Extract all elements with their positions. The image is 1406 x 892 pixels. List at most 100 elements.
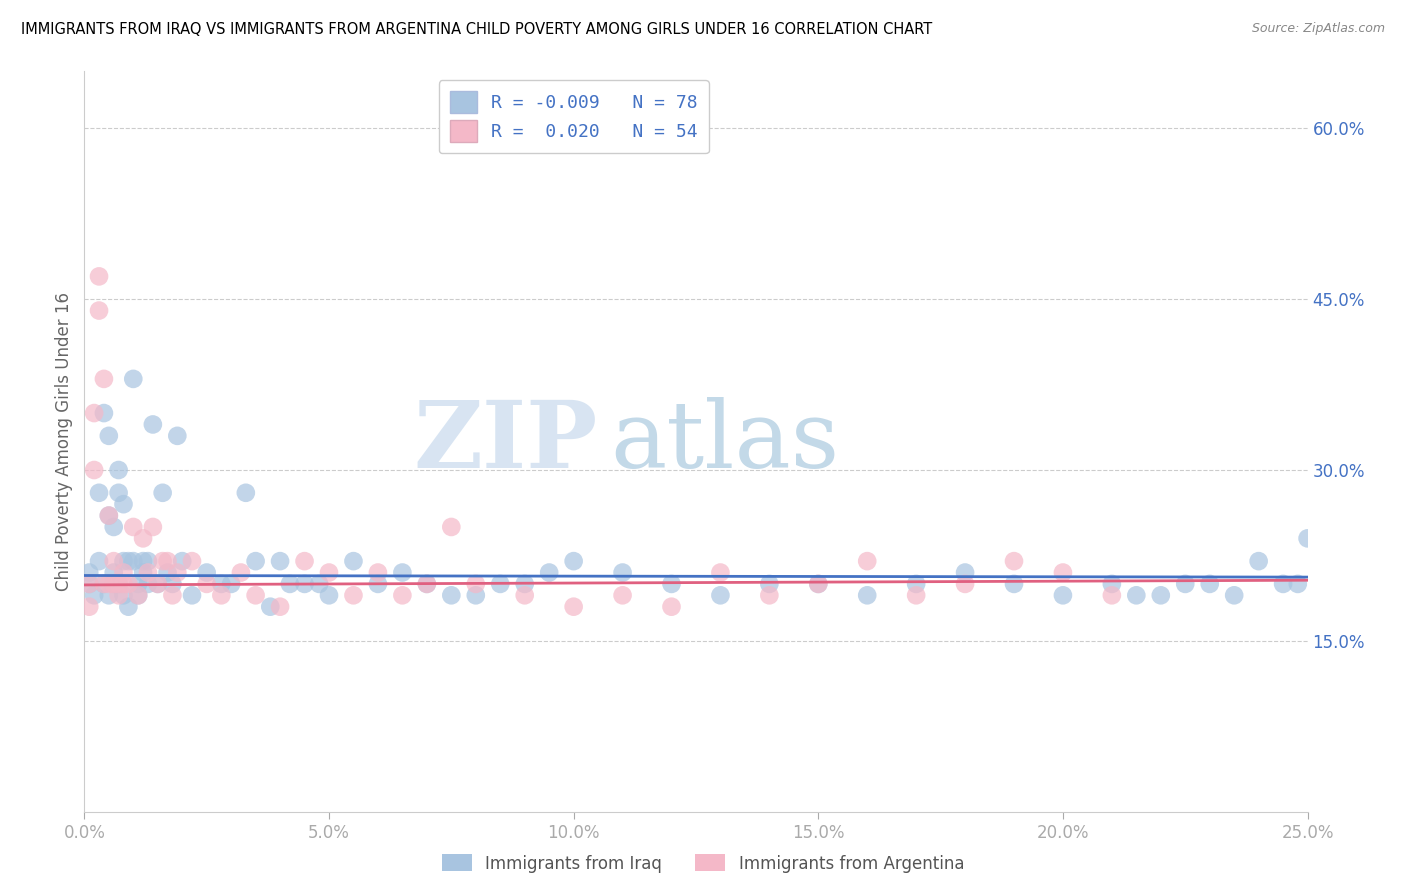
- Point: [391, 588, 413, 602]
- Legend: Immigrants from Iraq, Immigrants from Argentina: Immigrants from Iraq, Immigrants from Ar…: [434, 847, 972, 880]
- Point: [93, 406, 115, 420]
- Point: [235, 485, 257, 500]
- Point: [259, 599, 281, 614]
- Point: [132, 532, 155, 546]
- Point: [103, 577, 125, 591]
- Point: [294, 554, 316, 568]
- Point: [97, 508, 120, 523]
- Point: [142, 417, 165, 432]
- Point: [245, 554, 267, 568]
- Point: [136, 554, 159, 568]
- Point: [245, 588, 267, 602]
- Point: [1002, 554, 1025, 568]
- Point: [953, 577, 976, 591]
- Point: [172, 554, 194, 568]
- Point: [87, 303, 110, 318]
- Point: [342, 554, 364, 568]
- Point: [122, 520, 145, 534]
- Point: [122, 554, 145, 568]
- Point: [142, 520, 165, 534]
- Point: [107, 485, 129, 500]
- Point: [856, 554, 879, 568]
- Point: [807, 577, 830, 591]
- Point: [1150, 588, 1173, 602]
- Point: [1101, 588, 1123, 602]
- Point: [612, 588, 634, 602]
- Legend: R = -0.009   N = 78, R =  0.020   N = 54: R = -0.009 N = 78, R = 0.020 N = 54: [439, 80, 709, 153]
- Point: [1101, 577, 1123, 591]
- Point: [136, 566, 159, 580]
- Point: [146, 577, 169, 591]
- Point: [77, 566, 100, 580]
- Point: [391, 566, 413, 580]
- Point: [136, 577, 159, 591]
- Text: atlas: atlas: [610, 397, 839, 486]
- Point: [107, 588, 129, 602]
- Point: [103, 566, 125, 580]
- Point: [93, 577, 115, 591]
- Point: [127, 588, 149, 602]
- Point: [758, 588, 780, 602]
- Point: [112, 497, 135, 511]
- Point: [905, 588, 928, 602]
- Point: [112, 588, 135, 602]
- Point: [83, 406, 105, 420]
- Y-axis label: Child Poverty Among Girls Under 16: Child Poverty Among Girls Under 16: [55, 292, 73, 591]
- Point: [709, 588, 731, 602]
- Point: [513, 588, 536, 602]
- Point: [1296, 532, 1319, 546]
- Point: [538, 566, 561, 580]
- Point: [1198, 577, 1220, 591]
- Point: [562, 599, 585, 614]
- Point: [318, 566, 340, 580]
- Point: [294, 577, 316, 591]
- Point: [1286, 577, 1309, 591]
- Point: [464, 577, 486, 591]
- Point: [1247, 554, 1270, 568]
- Point: [308, 577, 330, 591]
- Point: [661, 599, 683, 614]
- Point: [83, 588, 105, 602]
- Point: [103, 520, 125, 534]
- Point: [117, 599, 139, 614]
- Point: [269, 554, 291, 568]
- Point: [856, 588, 879, 602]
- Point: [953, 566, 976, 580]
- Point: [1052, 588, 1074, 602]
- Point: [195, 577, 218, 591]
- Point: [1052, 566, 1074, 580]
- Point: [87, 269, 110, 284]
- Point: [93, 372, 115, 386]
- Point: [77, 599, 100, 614]
- Point: [117, 554, 139, 568]
- Point: [209, 577, 232, 591]
- Point: [513, 577, 536, 591]
- Point: [156, 566, 179, 580]
- Point: [219, 577, 242, 591]
- Point: [132, 566, 155, 580]
- Point: [166, 429, 188, 443]
- Point: [758, 577, 780, 591]
- Point: [209, 588, 232, 602]
- Point: [416, 577, 439, 591]
- Point: [97, 429, 120, 443]
- Point: [181, 554, 204, 568]
- Point: [367, 566, 389, 580]
- Point: [1174, 577, 1197, 591]
- Point: [93, 577, 115, 591]
- Text: ZIP: ZIP: [413, 397, 598, 486]
- Text: IMMIGRANTS FROM IRAQ VS IMMIGRANTS FROM ARGENTINA CHILD POVERTY AMONG GIRLS UNDE: IMMIGRANTS FROM IRAQ VS IMMIGRANTS FROM …: [21, 22, 932, 37]
- Point: [905, 577, 928, 591]
- Point: [612, 566, 634, 580]
- Point: [127, 577, 149, 591]
- Point: [1223, 588, 1246, 602]
- Point: [107, 463, 129, 477]
- Point: [87, 485, 110, 500]
- Point: [117, 577, 139, 591]
- Point: [195, 566, 218, 580]
- Point: [77, 577, 100, 591]
- Point: [83, 463, 105, 477]
- Point: [416, 577, 439, 591]
- Point: [489, 577, 512, 591]
- Point: [103, 554, 125, 568]
